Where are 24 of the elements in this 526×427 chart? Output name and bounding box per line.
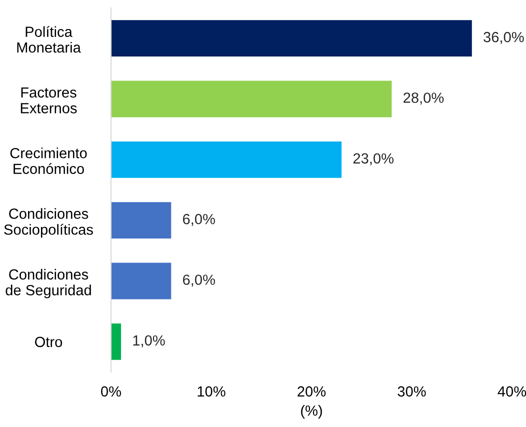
x-tick-label: 40%: [498, 386, 526, 397]
y-tick-label: Factores Externos: [20, 87, 77, 114]
data-label: 6,0%: [183, 274, 215, 287]
bar: [111, 323, 122, 360]
x-tick-label: 20%: [298, 386, 326, 397]
bar: [111, 202, 172, 239]
data-label: 28,0%: [404, 92, 444, 105]
y-tick-label: Condiciones de Seguridad: [6, 268, 91, 298]
x-tick-label: 30%: [398, 386, 426, 397]
x-axis-title: (%): [301, 405, 322, 419]
x-tick-label: 10%: [198, 386, 226, 397]
data-label: 23,0%: [353, 153, 394, 166]
data-label: 1,0%: [133, 335, 165, 348]
y-tick-label: Política Monetaria: [17, 26, 81, 53]
y-tick-label: Otro: [35, 336, 62, 348]
data-label: 36,0%: [484, 32, 524, 44]
bar: [111, 141, 342, 178]
bar: [111, 20, 472, 57]
bar: [111, 80, 392, 118]
x-tick-label: 0%: [101, 386, 122, 397]
bar: [111, 262, 172, 300]
y-tick-label: Crecimiento Económico: [10, 148, 87, 174]
data-label: 6,0%: [183, 214, 215, 226]
y-tick-label: Condiciones Sociopolíticas: [4, 208, 93, 238]
